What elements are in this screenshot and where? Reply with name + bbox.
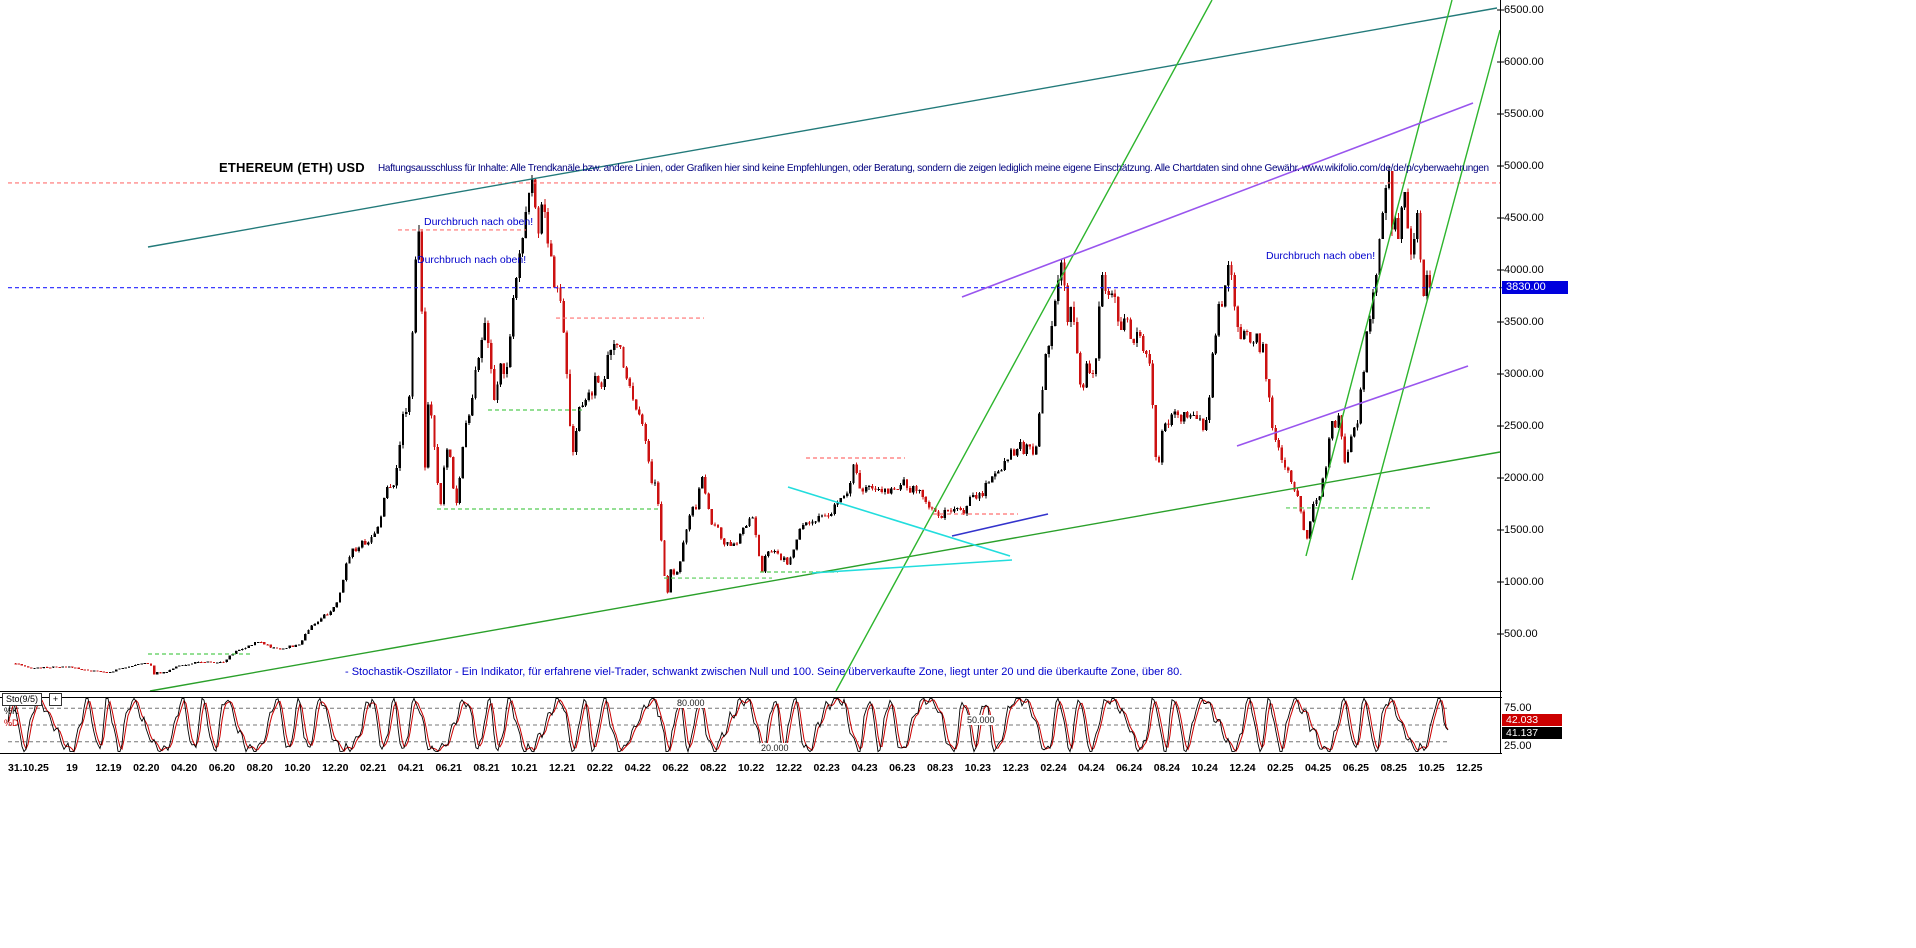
stochastic-panel <box>7 696 1449 754</box>
stochastic-k-label: %K <box>4 706 19 716</box>
date-tick-label: 02.25 <box>1267 762 1294 774</box>
indicator-label: Sto(9/5) <box>6 694 39 704</box>
date-tick-label: 12.21 <box>548 762 576 774</box>
date-tick-label: 06.25 <box>1342 762 1370 774</box>
candlestick-series <box>14 166 1432 675</box>
current-price-badge: 3830.00 <box>1502 281 1568 295</box>
breakout-annotation: Durchbruch nach oben! <box>424 216 534 228</box>
date-tick-label: 06.23 <box>889 762 916 774</box>
date-tick-label: 06.24 <box>1115 762 1143 774</box>
price-tick-label: 4000.00 <box>1504 264 1544 276</box>
date-tick-label: 12.24 <box>1229 762 1256 774</box>
date-tick-label: 02.23 <box>813 762 840 774</box>
price-tick-label: 2000.00 <box>1504 472 1544 484</box>
date-tick-label: 02.24 <box>1040 762 1067 774</box>
date-tick-label: 31.10.25 <box>8 762 49 774</box>
date-tick-label: 04.23 <box>851 762 878 774</box>
date-tick-label: 04.22 <box>624 762 651 774</box>
price-tick-label: 5000.00 <box>1504 160 1544 172</box>
price-tick-label: 3000.00 <box>1504 368 1544 380</box>
date-tick-label: 02.21 <box>359 762 387 774</box>
price-tick-label: 2500.00 <box>1504 420 1544 432</box>
stochastic-description: - Stochastik-Oszillator - Ein Indikator,… <box>345 666 1183 678</box>
date-tick-label: 12.25 <box>1456 762 1483 774</box>
date-tick-label: 10.22 <box>737 762 765 774</box>
oscillator-level-label: 50.000 <box>966 715 996 725</box>
date-tick-label: 04.24 <box>1078 762 1105 774</box>
date-tick-label: 02.22 <box>586 762 614 774</box>
date-tick-label: 08.22 <box>700 762 727 774</box>
trendlines-layer <box>8 0 1502 692</box>
date-tick-label: 06.21 <box>435 762 462 774</box>
date-tick-label: 08.24 <box>1153 762 1181 774</box>
date-tick-label: 04.20 <box>170 762 198 774</box>
date-tick-label: 08.21 <box>473 762 500 774</box>
price-tick-label: 4500.00 <box>1504 212 1544 224</box>
date-tick-label: 10.21 <box>511 762 538 774</box>
indicator-label-box[interactable]: Sto(9/5) <box>2 693 43 706</box>
price-tick-label: 500.00 <box>1504 628 1538 640</box>
breakout-annotation: Durchbruch nach oben! <box>1266 250 1376 262</box>
disclaimer-text: Haftungsausschluss für Inhalte: Alle Tre… <box>378 163 1489 174</box>
date-tick-label: 12.23 <box>1002 762 1029 774</box>
date-tick-label: 12.20 <box>322 762 349 774</box>
date-tick-label: 08.25 <box>1380 762 1407 774</box>
stochastic-k-value-badge: 41.137 <box>1502 727 1562 739</box>
date-tick-label: 06.20 <box>208 762 236 774</box>
date-tick-label: 10.25 <box>1418 762 1445 774</box>
date-tick-label: 08.20 <box>246 762 273 774</box>
chart-title: ETHEREUM (ETH) USD <box>219 160 365 175</box>
stochastic-d-value-badge: 42.033 <box>1502 714 1562 726</box>
date-tick-label: 04.25 <box>1304 762 1332 774</box>
oscillator-lower-scale-label: 25.00 <box>1504 740 1532 752</box>
price-tick-label: 3500.00 <box>1504 316 1544 328</box>
date-tick-label: 06.22 <box>662 762 689 774</box>
date-tick-label: 10.23 <box>964 762 992 774</box>
price-tick-label: 1500.00 <box>1504 524 1544 536</box>
date-tick-label: 08.23 <box>926 762 954 774</box>
stochastic-d-label: %D <box>4 718 19 728</box>
price-tick-label: 5500.00 <box>1504 108 1544 120</box>
axes-frame <box>0 0 1504 754</box>
breakout-annotation: Durchbruch nach oben! <box>417 254 527 266</box>
date-tick-label: 19 <box>66 762 78 774</box>
date-tick-label: 12.22 <box>775 762 803 774</box>
indicator-expand-button[interactable]: + <box>49 693 62 706</box>
price-tick-label: 1000.00 <box>1504 576 1544 588</box>
stochastic-k-line <box>7 696 1449 754</box>
date-tick-label: 12.19 <box>95 762 122 774</box>
price-tick-label: 6500.00 <box>1504 4 1544 16</box>
price-tick-label: 6000.00 <box>1504 56 1544 68</box>
oscillator-upper-scale-label: 75.00 <box>1504 702 1532 714</box>
date-tick-label: 10.20 <box>284 762 311 774</box>
date-tick-label: 04.21 <box>397 762 425 774</box>
date-tick-label: 02.20 <box>133 762 160 774</box>
oscillator-level-label: 80.000 <box>676 698 706 709</box>
date-tick-label: 10.24 <box>1191 762 1218 774</box>
oscillator-level-label: 20.000 <box>760 742 790 753</box>
